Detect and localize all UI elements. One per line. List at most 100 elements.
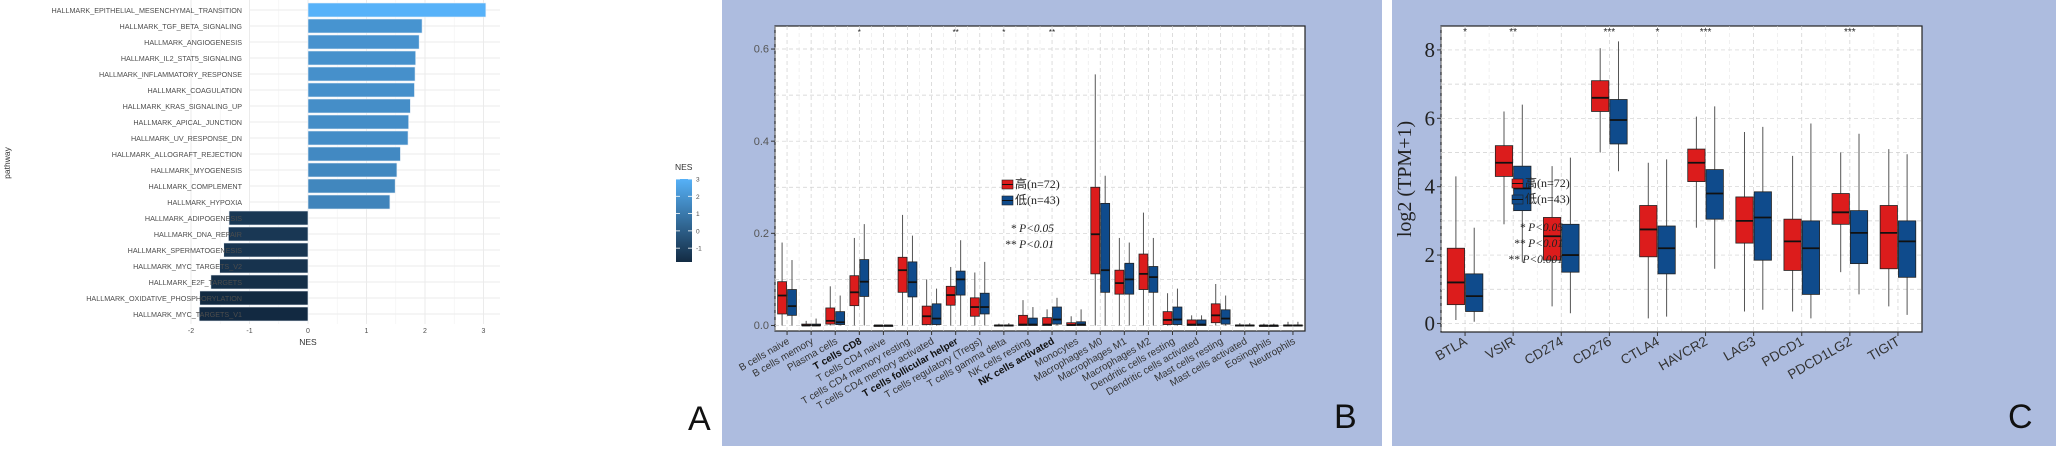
box: [1090, 186, 1101, 275]
box-high: [1831, 152, 1850, 273]
x-tick-label: CTLA4: [1618, 333, 1662, 367]
box: [777, 281, 787, 315]
box: [1162, 311, 1173, 325]
box: [1783, 218, 1802, 271]
box-low: [1052, 297, 1062, 326]
box-low: [1561, 157, 1580, 314]
box-low: [1196, 315, 1207, 326]
box-high: [1687, 116, 1706, 228]
panel-label-a: A: [688, 400, 711, 438]
x-tick-label: CD276: [1570, 334, 1614, 368]
box-high: [994, 323, 1004, 327]
y-tick-label: 2: [1425, 243, 1436, 267]
box: [931, 303, 942, 325]
box: [859, 259, 870, 297]
box-high: [1066, 316, 1077, 326]
pathway-label: HALLMARK_SPERMATOGENESIS: [128, 246, 243, 255]
pathway-label: HALLMARK_MYOGENESIS: [151, 166, 242, 175]
box-low: [811, 318, 821, 327]
box-high: [1138, 212, 1149, 326]
box-high: [1210, 284, 1221, 326]
nes-bar: [307, 162, 398, 178]
pathway-label: HALLMARK_DNA_REPAIR: [154, 230, 242, 239]
nes-bar: [307, 178, 396, 194]
nes-bar: [228, 226, 309, 242]
box-low: [1801, 123, 1820, 319]
y-tick-label: 6: [1425, 106, 1436, 130]
panel-label-b: B: [1334, 398, 1357, 436]
x-tick-label: VSIR: [1483, 333, 1518, 362]
y-tick-label: 0.4: [754, 136, 769, 148]
box-high: [1090, 74, 1101, 326]
y-tick-label: 0.0: [754, 320, 769, 332]
box: [1220, 309, 1231, 325]
box: [1148, 266, 1159, 293]
significance-marker: *: [858, 28, 861, 37]
box-low: [1076, 309, 1086, 326]
panel-b-immune-cell-boxplot: 0.0 0.2 0.4 0.6 * ** * ** B cells naive B cells m…: [722, 0, 1382, 446]
colorbar-tick-label: 0: [696, 228, 700, 235]
legend-label: 低(n=43): [1525, 192, 1570, 206]
box: [955, 270, 966, 296]
pathway-label: HALLMARK_COAGULATION: [147, 86, 242, 95]
box-low: [1028, 307, 1038, 326]
box-low: [1100, 175, 1111, 326]
box: [1753, 191, 1772, 261]
box: [849, 275, 860, 307]
box: [1210, 303, 1221, 324]
box-high: [849, 237, 860, 326]
nes-bar: [219, 258, 309, 274]
pathway-label: HALLMARK_ANGIOGENESIS: [144, 38, 242, 47]
nes-bar: [228, 210, 309, 226]
box-low: [1849, 133, 1869, 295]
significance-marker: ***: [1604, 27, 1616, 38]
box-high: [1018, 300, 1028, 326]
box-low: [1003, 323, 1014, 327]
box-low: [1293, 321, 1303, 327]
nes-bar: [307, 50, 416, 66]
colorbar-tick-label: 1: [696, 211, 700, 218]
box-high: [1639, 162, 1658, 319]
box: [1018, 314, 1028, 326]
nes-bar: [307, 2, 487, 18]
pathway-label: HALLMARK_OXIDATIVE_PHOSPHORYLATION: [86, 294, 242, 303]
box-low: [955, 240, 966, 326]
box: [1831, 193, 1850, 225]
pathway-label: HALLMARK_MYC_TARGETS_V2: [133, 262, 242, 271]
box: [897, 256, 908, 293]
box: [1196, 319, 1207, 326]
nes-bar: [307, 66, 416, 82]
x-tick-label: CD274: [1522, 333, 1566, 367]
legend-label: 高(n=72): [1525, 175, 1570, 190]
colorbar-tick-label: -1: [696, 246, 702, 253]
pathway-label: HALLMARK_KRAS_SIGNALING_UP: [123, 102, 243, 111]
box-low: [1898, 154, 1917, 315]
box: [1446, 247, 1465, 306]
box: [1849, 210, 1869, 265]
box-high: [1162, 293, 1173, 326]
pathway-label: HALLMARK_MYC_TARGETS_V1: [133, 310, 242, 319]
x-tick-label: 3: [482, 328, 486, 335]
box: [1494, 145, 1514, 177]
box-high: [1259, 323, 1269, 327]
significance-legend-note: ** P<0.001: [1508, 254, 1563, 266]
box: [835, 311, 846, 325]
box: [1114, 269, 1125, 295]
significance-marker: *: [1002, 28, 1005, 37]
box-high: [969, 272, 980, 326]
box: [1052, 306, 1062, 325]
nes-bar: [210, 274, 309, 290]
legend-title: NES: [675, 162, 693, 172]
box-low: [787, 260, 797, 326]
box-high: [1879, 149, 1898, 307]
pathway-label: HALLMARK_HYPOXIA: [167, 198, 242, 207]
pathway-label: HALLMARK_IL2_STAT5_SIGNALING: [121, 54, 243, 63]
x-tick-label: 0: [306, 328, 310, 335]
box: [1687, 148, 1706, 182]
box-high: [1783, 155, 1802, 312]
legend-label: 高(n=72): [1015, 176, 1060, 191]
box-low: [1172, 288, 1183, 326]
pathway-label: HALLMARK_ALLOGRAFT_REJECTION: [112, 150, 242, 159]
